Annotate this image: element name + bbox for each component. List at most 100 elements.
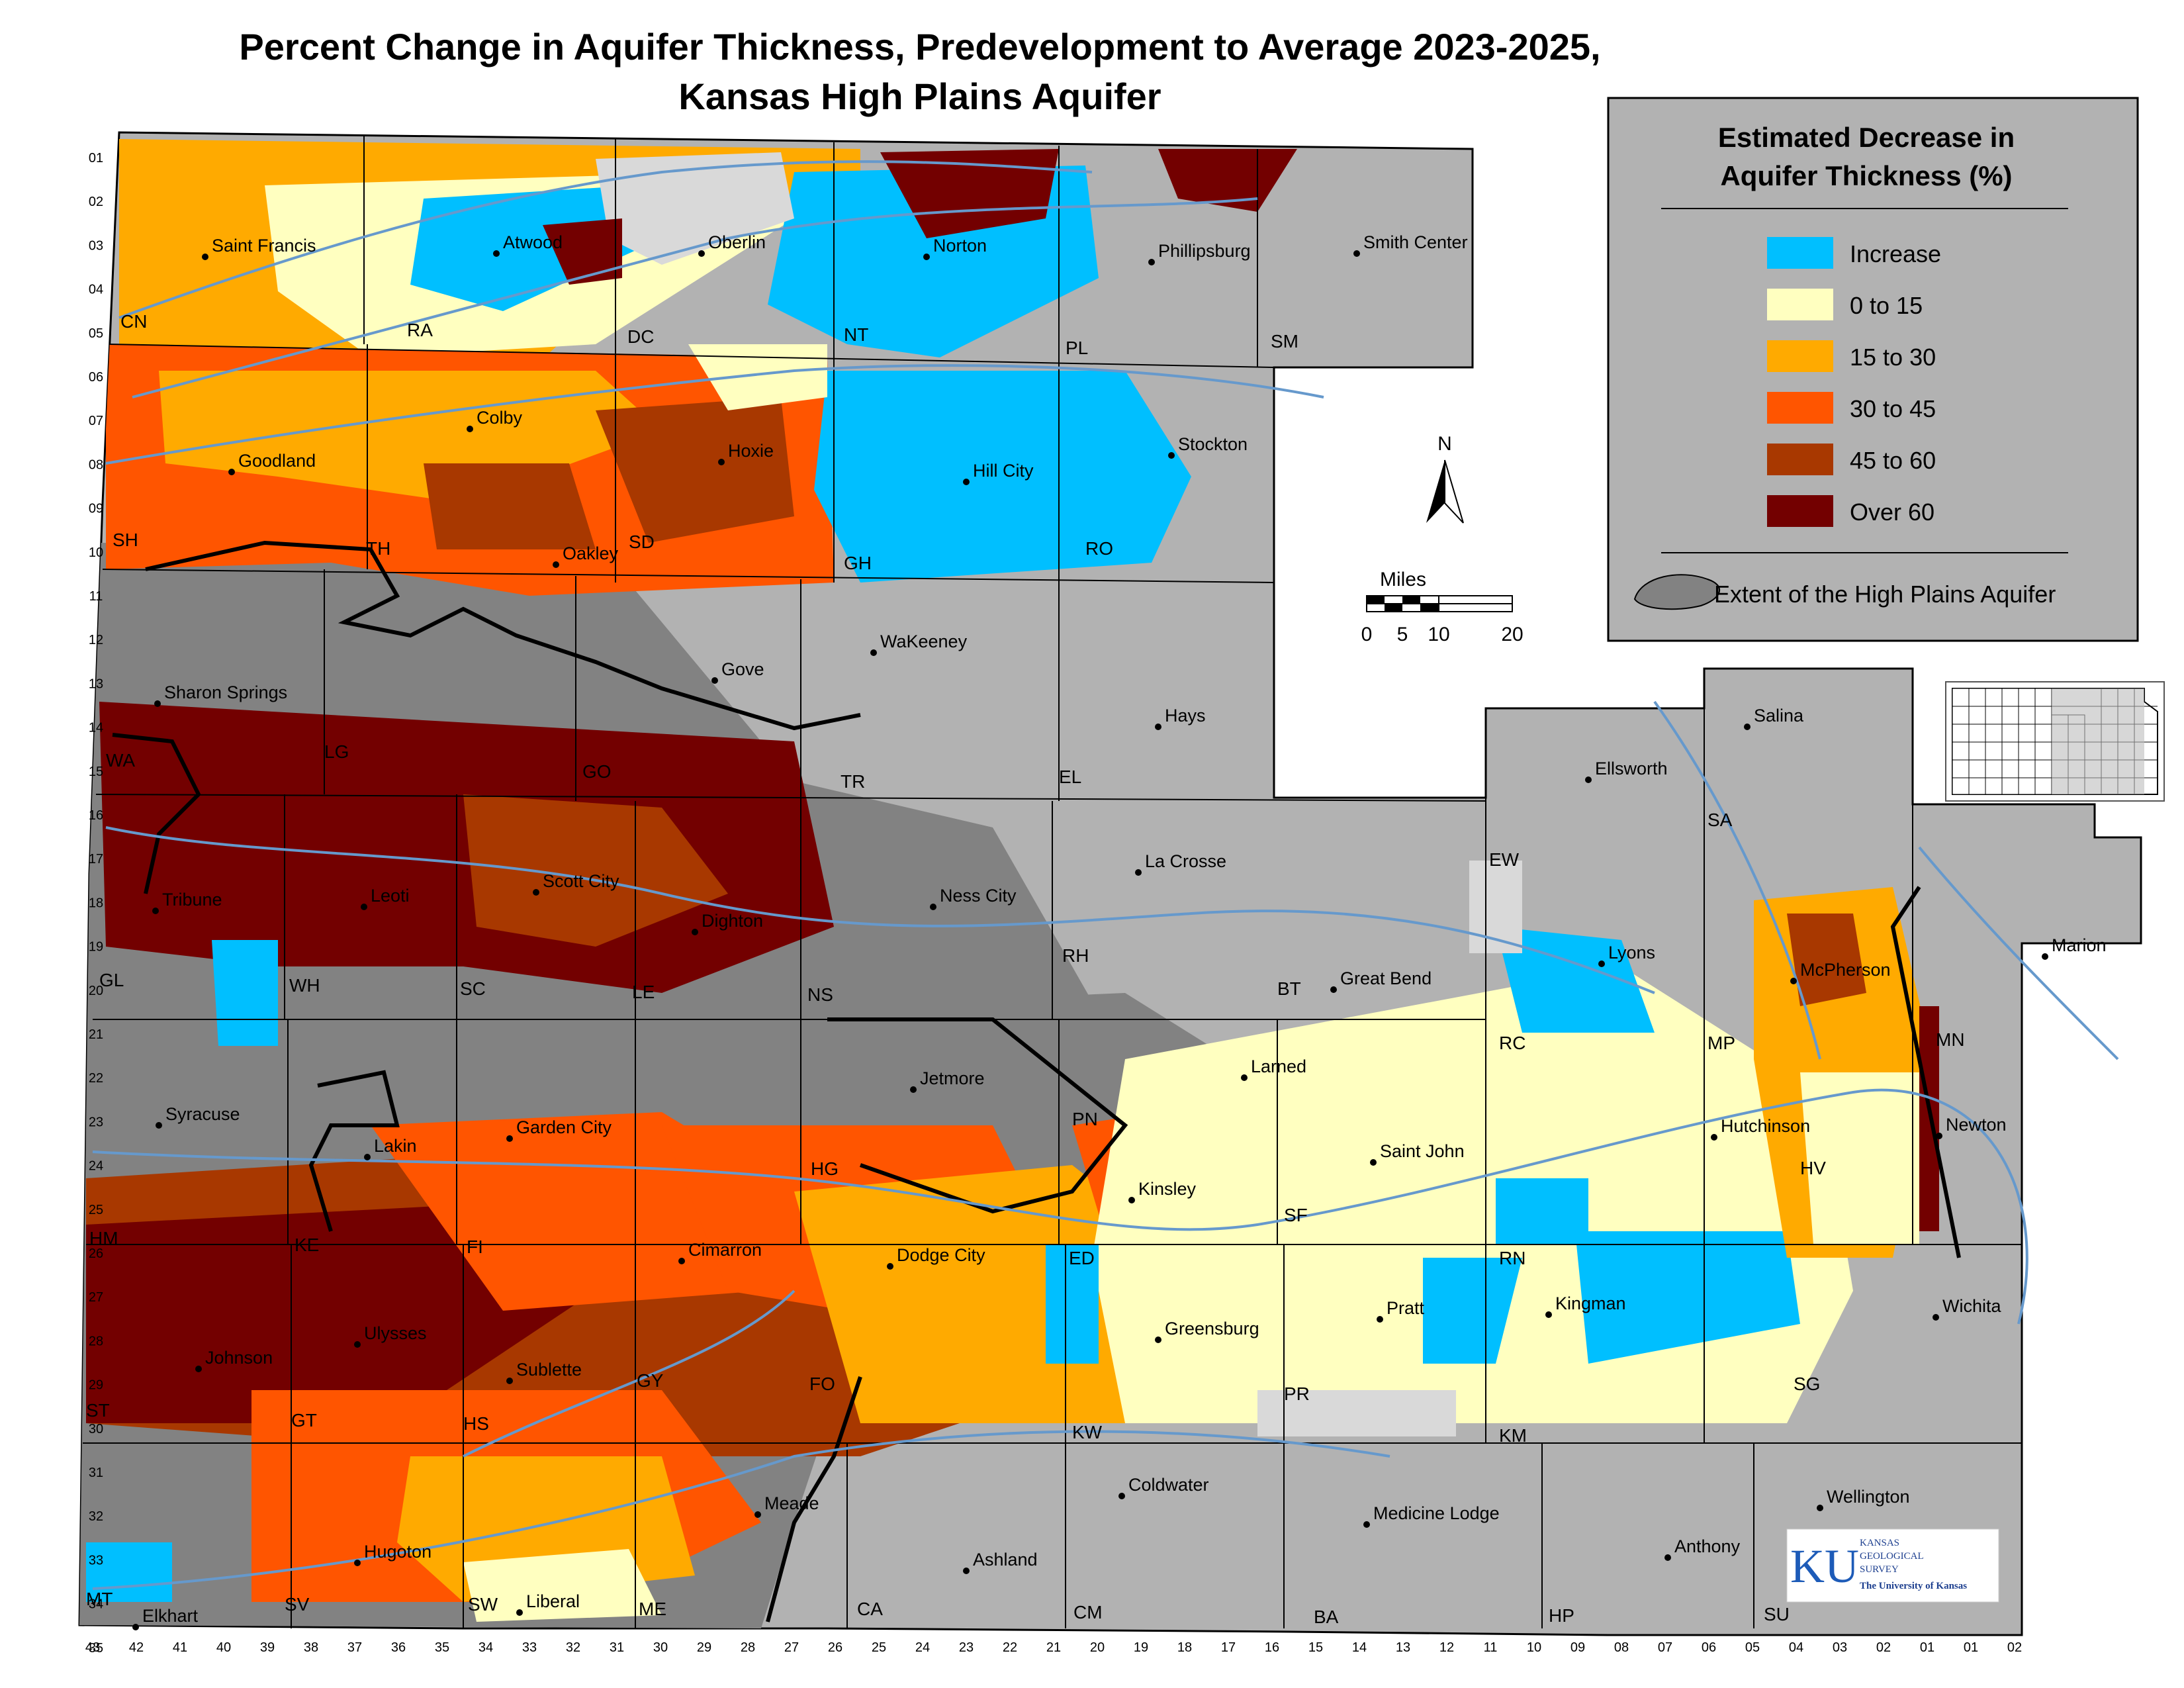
county-label-lg: LG (324, 741, 349, 762)
county-labels: CN RA DC NT PL SM SH TH SD GH RO WA LG GO TR EL GL WH SC LE… (86, 311, 1965, 1627)
legend-label-increase: Increase (1850, 240, 1941, 267)
range-tick-38: 05 (1745, 1640, 1760, 1655)
city-dot-atwood (493, 250, 500, 257)
row-tick-20: 20 (89, 984, 103, 998)
row-tick-16: 16 (89, 808, 103, 823)
city-dot-great-bend (1330, 986, 1337, 993)
county-label-ew: EW (1489, 849, 1520, 870)
city-dot-newton (1936, 1133, 1942, 1139)
city-dot-jetmore (910, 1086, 917, 1093)
range-tick-4: 39 (260, 1640, 275, 1655)
zone-southwest-maroon (99, 702, 834, 993)
city-label-lakin: Lakin (374, 1136, 417, 1156)
county-label-sd: SD (629, 532, 655, 552)
row-tick-14: 14 (89, 721, 103, 735)
range-tick-8: 35 (435, 1640, 449, 1655)
range-tick-44: 02 (2007, 1640, 2022, 1655)
city-label-kingman: Kingman (1555, 1293, 1626, 1313)
city-dot-meade (754, 1511, 761, 1518)
range-tick-5: 38 (304, 1640, 318, 1655)
county-label-gy: GY (637, 1370, 664, 1391)
row-tick-23: 23 (89, 1115, 103, 1129)
city-dot-hays (1155, 724, 1161, 730)
legend-label-over-60: Over 60 (1850, 498, 1934, 526)
city-label-larned: Larned (1251, 1056, 1306, 1076)
county-label-gh: GH (844, 553, 872, 573)
city-dot-oakley (553, 561, 559, 568)
range-tick-23: 20 (1090, 1640, 1105, 1655)
range-tick-0: 43 (85, 1640, 100, 1655)
city-label-oberlin: Oberlin (708, 232, 766, 252)
map-title-line-2: Kansas High Plains Aquifer (678, 75, 1161, 117)
city-label-greensburg: Greensburg (1165, 1319, 1259, 1338)
range-tick-26: 17 (1221, 1640, 1236, 1655)
county-label-el: EL (1059, 767, 1081, 787)
zone-band2-brown-1 (596, 397, 794, 543)
kgs-logo-line-4: The University of Kansas (1860, 1581, 1967, 1591)
city-label-dighton: Dighton (702, 911, 763, 931)
row-tick-18: 18 (89, 896, 103, 910)
city-label-wellington: Wellington (1827, 1487, 1910, 1507)
city-dot-garden-city (506, 1135, 513, 1142)
row-tick-15: 15 (89, 765, 103, 779)
legend-swatch-increase (1767, 237, 1833, 269)
legend: Estimated Decrease in Aquifer Thickness … (1607, 97, 2139, 642)
legend-title-line-1: Estimated Decrease in (1718, 122, 2015, 153)
city-label-pratt: Pratt (1387, 1298, 1425, 1318)
range-tick-11: 32 (566, 1640, 580, 1655)
row-tick-11: 11 (89, 589, 103, 604)
city-label-phillipsburg: Phillipsburg (1158, 241, 1251, 261)
row-tick-01: 01 (89, 151, 103, 165)
city-dot-kingman (1545, 1311, 1552, 1318)
range-tick-20: 23 (959, 1640, 974, 1655)
city-dot-sharon-springs (154, 700, 161, 707)
row-tick-08: 08 (89, 457, 103, 472)
city-dot-sublette (506, 1378, 513, 1384)
county-label-sg: SG (1794, 1374, 1820, 1394)
city-label-great-bend: Great Bend (1340, 968, 1432, 988)
city-label-leoti: Leoti (371, 886, 410, 906)
legend-box (1607, 97, 2139, 642)
range-tick-1: 42 (129, 1640, 144, 1655)
range-tick-42: 01 (1920, 1640, 1934, 1655)
county-boundaries (83, 136, 2022, 1628)
city-label-salina: Salina (1754, 706, 1804, 726)
city-dot-marion (2042, 953, 2048, 960)
city-dot-larned (1241, 1074, 1248, 1081)
zone-north-grey (596, 152, 794, 265)
city-label-wichita: Wichita (1942, 1296, 2001, 1316)
county-label-km: KM (1499, 1425, 1527, 1446)
city-label-smith-center: Smith Center (1363, 232, 1468, 252)
range-tick-30: 13 (1396, 1640, 1410, 1655)
scale-tick-10: 10 (1428, 624, 1449, 645)
kgs-logo: KU KANSAS GEOLOGICAL SURVEY The Universi… (1786, 1528, 1999, 1603)
range-tick-33: 10 (1527, 1640, 1541, 1655)
row-tick-28: 28 (89, 1334, 103, 1348)
ku-logo-initials: KU (1790, 1540, 1859, 1593)
county-label-gt: GT (291, 1410, 317, 1430)
city-dot-la-crosse (1135, 869, 1142, 876)
north-arrow: N (1426, 433, 1464, 524)
county-label-hp: HP (1549, 1605, 1574, 1626)
city-label-coldwater: Coldwater (1128, 1475, 1209, 1495)
scale-bar: Miles 0 5 10 20 (1361, 569, 1524, 645)
county-label-ra: RA (407, 320, 433, 340)
county-label-dc: DC (627, 326, 654, 347)
city-label-saint-john: Saint John (1380, 1141, 1465, 1161)
range-tick-labels: 43 42 41 40 39 38 37 36 35 34 33 32 31 30 29 28 27 26 25 24… (85, 1640, 2022, 1655)
city-label-atwood: Atwood (503, 232, 563, 252)
city-dot-saint-john (1370, 1159, 1377, 1166)
range-tick-3: 40 (216, 1640, 231, 1655)
range-tick-19: 24 (915, 1640, 930, 1655)
range-tick-15: 28 (741, 1640, 755, 1655)
city-dot-cimarron (678, 1258, 685, 1264)
rivers (92, 160, 2119, 1590)
zone-north-maroon-2 (1158, 149, 1297, 212)
city-dot-greensburg (1155, 1336, 1161, 1343)
county-label-su: SU (1764, 1604, 1790, 1624)
range-tick-2: 41 (173, 1640, 187, 1655)
range-tick-22: 21 (1046, 1640, 1061, 1655)
legend-label-15-to-30: 15 to 30 (1850, 344, 1936, 371)
city-label-meade: Meade (764, 1493, 819, 1513)
city-dot-goodland (228, 469, 235, 475)
